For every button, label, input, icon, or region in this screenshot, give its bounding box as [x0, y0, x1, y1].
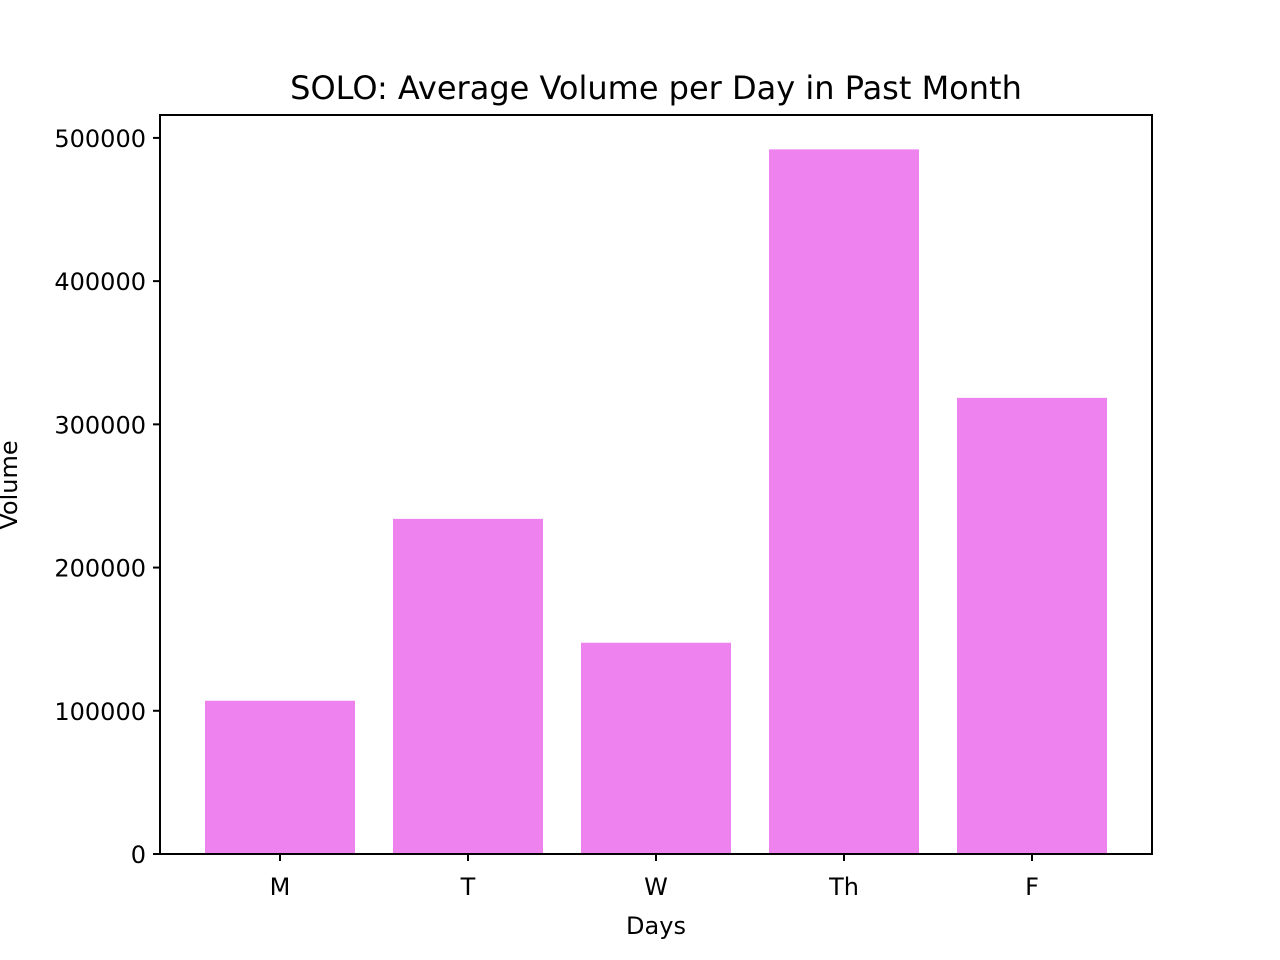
x-axis: M T W Th F: [270, 854, 1039, 901]
x-tick-label: F: [1025, 873, 1039, 901]
y-axis: 0 100000 200000 300000 400000 500000: [54, 125, 160, 869]
y-tick-label: 400000: [54, 268, 146, 296]
bar-m: [205, 700, 355, 854]
y-tick-label: 0: [131, 841, 146, 869]
x-tick-label: T: [460, 873, 476, 901]
x-tick-label: M: [270, 873, 291, 901]
bar-w: [581, 642, 731, 854]
x-axis-label: Days: [626, 912, 686, 940]
bar-f: [957, 397, 1107, 854]
y-tick-label: 300000: [54, 411, 146, 439]
chart-title: SOLO: Average Volume per Day in Past Mon…: [290, 69, 1022, 107]
y-tick-label: 100000: [54, 698, 146, 726]
bars-group: [205, 149, 1107, 855]
x-tick-label: W: [644, 873, 668, 901]
y-tick-label: 200000: [54, 555, 146, 583]
y-axis-label: Volume: [0, 440, 23, 529]
y-tick-label: 500000: [54, 125, 146, 153]
x-tick-label: Th: [828, 873, 859, 901]
bar-th: [769, 149, 919, 855]
bar-t: [393, 518, 543, 854]
